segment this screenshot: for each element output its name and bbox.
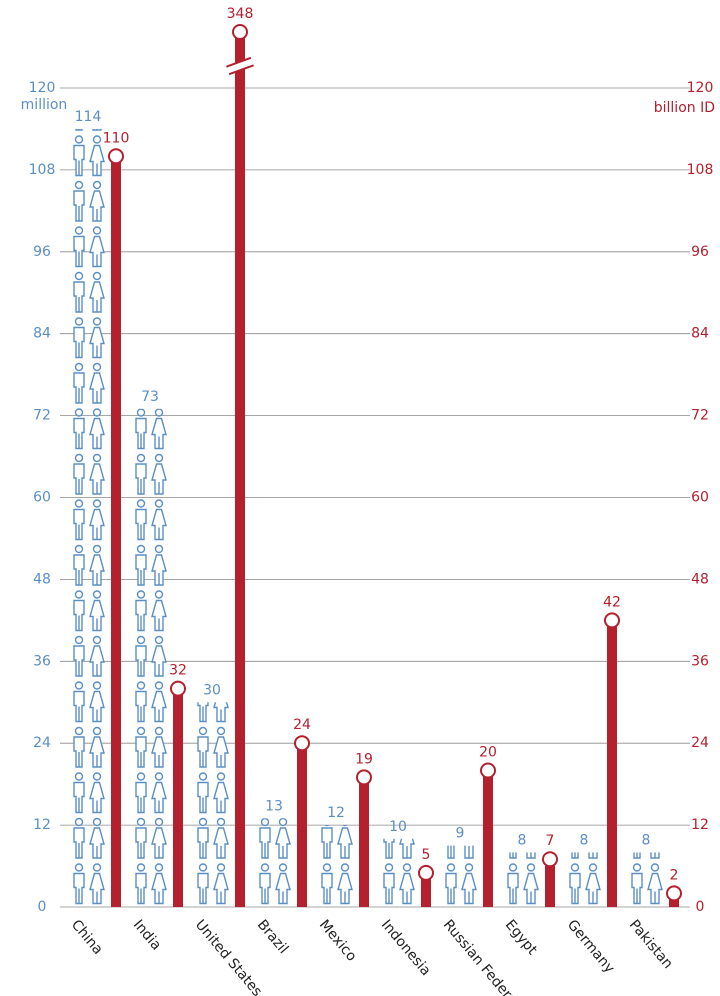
y-tick-label: 12: [33, 817, 51, 833]
y-tick-label: 120: [29, 80, 56, 96]
value-label: 114: [75, 109, 102, 125]
y-tick-label: 72: [33, 408, 51, 424]
value-label: 7: [546, 833, 555, 849]
value-label: 13: [265, 798, 283, 814]
value-label: 73: [141, 389, 159, 405]
bar: [607, 620, 617, 907]
bar-cap: [108, 148, 124, 165]
bar-cap: [480, 762, 496, 779]
y-tick-label: 24: [33, 735, 51, 751]
y-tick-label: 84: [33, 326, 51, 342]
bar-cap: [666, 885, 682, 902]
axis-break-gap: [227, 58, 253, 74]
y2-tick-label: 120: [687, 80, 714, 96]
y-tick-label: 36: [33, 653, 51, 669]
pictograph: [256, 818, 292, 907]
value-label: 8: [580, 832, 589, 848]
y2-tick-label: 24: [691, 735, 709, 751]
axis-break: [228, 64, 254, 76]
pictograph: [380, 838, 416, 907]
y-tick-label: 48: [33, 571, 51, 587]
bar: [421, 872, 431, 907]
y2-axis-label: billion ID: [654, 100, 715, 116]
value-label: 5: [422, 847, 431, 863]
bar-cap: [604, 612, 620, 629]
bar-cap: [418, 864, 434, 881]
value-label: 348: [227, 6, 254, 22]
bar: [359, 777, 369, 907]
y-tick-label: 60: [33, 490, 51, 506]
value-label: 9: [456, 826, 465, 842]
value-label: 2: [670, 867, 679, 883]
x-tick-label: Indonesia: [378, 917, 434, 979]
y2-tick-label: 36: [691, 653, 709, 669]
y-axis-label: million: [21, 97, 68, 113]
axis-break: [226, 56, 252, 68]
bar: [235, 32, 245, 907]
x-tick-label: India: [130, 917, 164, 954]
x-tick-label: Brazil: [254, 917, 291, 957]
bar-cap: [356, 769, 372, 786]
y-tick-label: 0: [38, 899, 47, 915]
value-label: 42: [603, 594, 621, 610]
y2-tick-label: 96: [691, 244, 709, 260]
y2-tick-label: 0: [696, 899, 705, 915]
x-tick-label: China: [68, 917, 106, 958]
x-tick-label: Egypt: [502, 917, 541, 959]
bar-cap: [294, 735, 310, 752]
bar: [111, 156, 121, 907]
value-label: 32: [169, 663, 187, 679]
y2-tick-label: 12: [691, 817, 709, 833]
y-tick-label: 108: [29, 162, 56, 178]
x-tick-label: Pakistan: [626, 917, 676, 972]
value-label: 24: [293, 717, 311, 733]
value-label: 12: [327, 805, 345, 821]
pictograph: [194, 702, 230, 907]
pictograph: [566, 852, 602, 907]
value-label: 19: [355, 751, 373, 767]
pictograph: [442, 845, 478, 907]
bar: [297, 743, 307, 907]
bar: [483, 770, 493, 907]
value-label: 110: [103, 130, 130, 146]
value-label: 8: [642, 832, 651, 848]
pictograph: [70, 128, 106, 907]
y2-tick-label: 108: [687, 162, 714, 178]
y2-tick-label: 72: [691, 408, 709, 424]
pictograph: [628, 852, 664, 907]
bar: [173, 688, 183, 907]
value-label: 30: [203, 682, 221, 698]
bar-cap: [232, 24, 248, 40]
bar-cap: [170, 680, 186, 697]
bar-cap: [542, 851, 558, 868]
pictograph: [132, 408, 168, 907]
pictograph: [504, 852, 540, 907]
x-tick-label: United States: [192, 917, 265, 996]
value-label: 20: [479, 745, 497, 761]
y2-tick-label: 84: [691, 326, 709, 342]
pictograph: [318, 825, 354, 907]
value-label: 10: [389, 819, 407, 835]
bar: [545, 859, 555, 907]
x-tick-label: Mexico: [316, 917, 360, 965]
value-label: 8: [518, 832, 527, 848]
y2-tick-label: 60: [691, 490, 709, 506]
y-tick-label: 96: [33, 244, 51, 260]
x-tick-label: Germany: [564, 917, 618, 977]
y2-tick-label: 48: [691, 571, 709, 587]
